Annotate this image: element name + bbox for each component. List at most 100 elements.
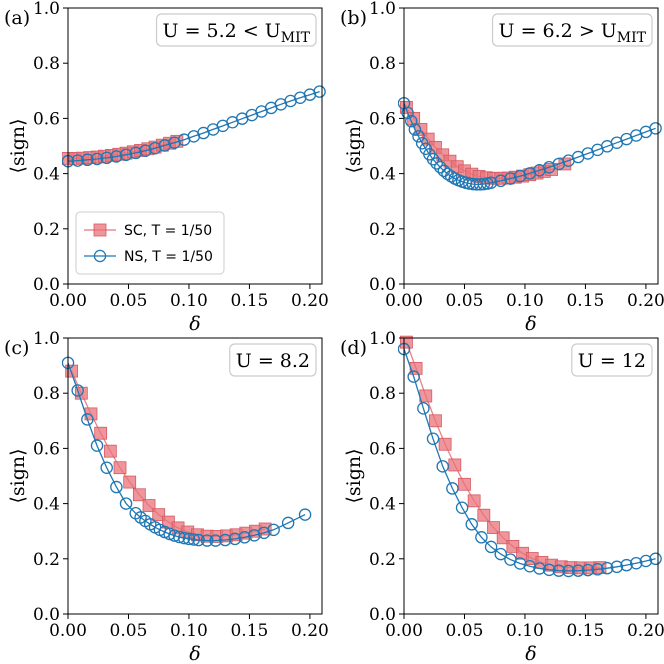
ns-marker xyxy=(71,384,84,397)
annotation-box xyxy=(229,343,317,377)
panel-tag: (c) xyxy=(4,337,29,359)
x-axis-label: δ xyxy=(189,643,200,664)
ns-marker xyxy=(192,533,205,547)
x-axis-label: δ xyxy=(525,643,536,664)
annotation-box xyxy=(571,343,653,377)
annotation-text: U = 8.2 xyxy=(236,350,310,372)
ns-marker xyxy=(313,85,326,98)
ns-marker xyxy=(562,564,575,578)
ns-marker xyxy=(504,172,517,185)
ns-marker xyxy=(523,560,537,573)
axes-frame xyxy=(403,7,659,285)
y-tick-label: 1.0 xyxy=(369,329,396,349)
annotation-box xyxy=(155,13,317,47)
sc-marker xyxy=(113,461,127,475)
ns-marker xyxy=(200,534,214,547)
x-axis-label: δ xyxy=(525,313,536,335)
plot-area xyxy=(398,335,662,578)
y-tick-label: 0.4 xyxy=(369,495,396,515)
y-tick-label: 0.6 xyxy=(33,109,60,129)
ns-marker xyxy=(405,114,418,128)
y-tick-label: 0.0 xyxy=(369,605,396,625)
x-tick-label: 0.10 xyxy=(170,621,208,641)
annotation-box xyxy=(491,13,653,47)
x-tick-label: 0.15 xyxy=(230,621,268,641)
ns-marker xyxy=(100,151,113,165)
ns-marker xyxy=(158,139,172,152)
legend-sc-label: SC, T = 1/50 xyxy=(124,223,212,239)
y-tick-label: 1.0 xyxy=(33,0,60,19)
ns-marker xyxy=(177,531,191,545)
y-tick-label: 0.2 xyxy=(33,550,60,570)
ns-marker xyxy=(71,154,84,167)
ns-marker xyxy=(100,461,113,474)
annotation-text: U = 6.2 > UMIT xyxy=(499,20,647,46)
legend-box xyxy=(75,211,225,275)
y-axis-label: ⟨sign⟩ xyxy=(7,448,29,503)
y-tick-label: 0.2 xyxy=(33,220,60,240)
ns-marker xyxy=(417,402,430,415)
panel-tag: (a) xyxy=(4,7,30,29)
sc-marker xyxy=(142,499,156,512)
sc-marker xyxy=(477,508,491,522)
axes-frame xyxy=(403,337,659,615)
legend-ns-marker xyxy=(93,249,107,263)
x-tick-label: 0.20 xyxy=(627,621,664,641)
x-tick-label: 0.10 xyxy=(506,621,544,641)
annotation-text: U = 5.2 < UMIT xyxy=(163,20,311,46)
ns-series-line xyxy=(67,362,306,542)
ns-marker xyxy=(620,558,633,572)
chart-panel-2: 0.00 0.05 0.10 0.15 0.20 0.0 0.2 0.4 0.6 0.8 1.0 δ ⟨… xyxy=(340,0,664,335)
y-tick-label: 0.8 xyxy=(33,54,60,74)
sc-marker xyxy=(103,444,117,458)
x-tick-label: 0.05 xyxy=(446,291,484,311)
ns-marker xyxy=(639,554,653,568)
y-tick-label: 0.0 xyxy=(33,605,60,625)
sc-marker xyxy=(487,521,500,535)
ns-marker xyxy=(90,439,104,452)
y-tick-label: 0.6 xyxy=(33,439,60,459)
y-tick-label: 0.8 xyxy=(369,384,396,404)
ns-marker xyxy=(408,123,422,136)
ns-marker xyxy=(513,557,527,570)
sc-marker xyxy=(419,389,433,403)
ns-marker xyxy=(119,148,133,162)
ns-marker xyxy=(267,523,280,537)
x-tick-label: 0.00 xyxy=(385,291,423,311)
ns-marker xyxy=(484,540,498,554)
x-tick-label: 0.05 xyxy=(446,621,484,641)
ns-marker xyxy=(248,529,261,542)
plot-area xyxy=(62,356,312,547)
ns-marker xyxy=(110,480,123,494)
y-tick-label: 0.4 xyxy=(33,165,60,185)
sc-marker xyxy=(458,477,471,491)
ns-marker xyxy=(168,529,181,542)
ns-marker xyxy=(533,562,546,575)
ns-marker xyxy=(187,533,201,546)
ns-series-line xyxy=(67,90,320,162)
y-tick-label: 0.4 xyxy=(369,165,396,185)
plot-area xyxy=(398,96,662,191)
ns-marker xyxy=(494,547,508,561)
x-tick-label: 0.05 xyxy=(110,291,148,311)
x-tick-label: 0.15 xyxy=(566,621,604,641)
x-tick-label: 0.10 xyxy=(170,291,208,311)
ns-marker xyxy=(401,106,414,120)
y-axis-label: ⟨sign⟩ xyxy=(343,448,365,503)
ns-marker xyxy=(228,532,242,546)
ns-marker xyxy=(119,497,133,510)
panel-tag: (d) xyxy=(340,337,367,359)
sc-marker xyxy=(132,488,146,502)
ns-marker xyxy=(430,157,443,170)
x-axis-label: δ xyxy=(189,313,200,335)
sc-marker xyxy=(496,531,510,545)
ns-marker xyxy=(446,482,459,495)
y-tick-label: 0.0 xyxy=(369,275,396,295)
legend-ns-label: NS, T = 1/50 xyxy=(124,249,213,265)
ns-marker xyxy=(513,169,527,183)
ns-marker xyxy=(218,533,232,547)
ns-marker xyxy=(426,432,440,445)
ns-marker xyxy=(581,563,595,577)
ns-marker xyxy=(129,146,142,160)
ns-marker xyxy=(139,144,152,157)
